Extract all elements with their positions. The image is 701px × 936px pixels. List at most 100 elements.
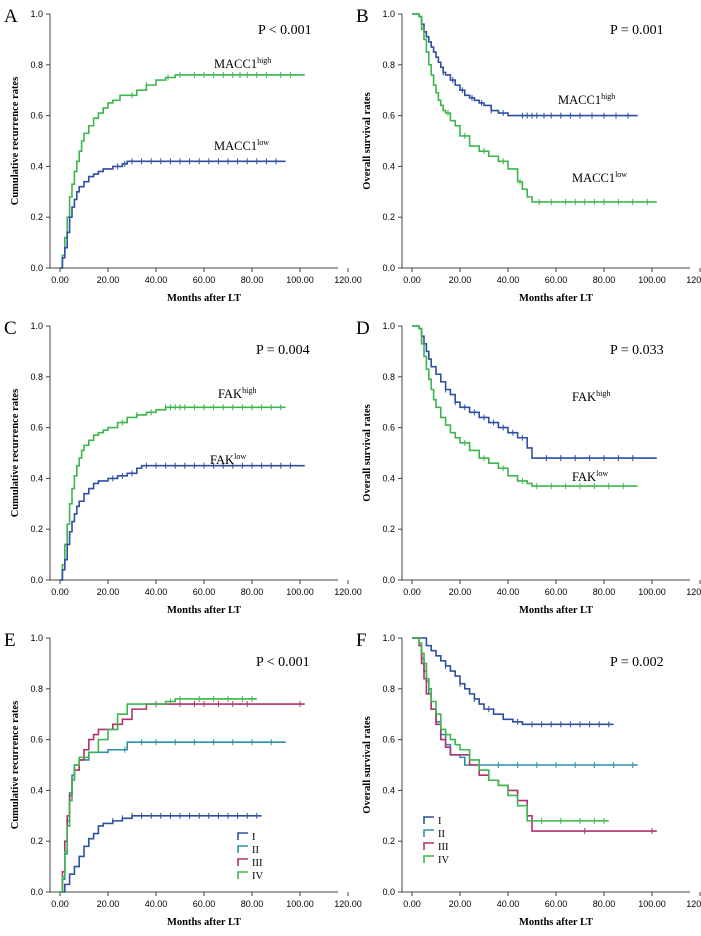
x-tick-label: 20.00: [449, 587, 472, 597]
p-value: P < 0.001: [256, 655, 310, 670]
x-tick-label: 120.00: [334, 275, 362, 285]
x-tick-label: 80.00: [593, 275, 616, 285]
y-axis-label: Overall survival rates: [362, 92, 373, 189]
series-line-fak-high: [60, 406, 286, 581]
y-tick-label: 0.6: [30, 423, 43, 433]
series-label-name: FAK: [210, 453, 234, 467]
panel-a: A 0.0 0.2 0.4 0.6 0.8 1.0 0.00 20.00 40.00 60.00 80…: [0, 0, 362, 312]
panel-e: E 0.0 0.2 0.4 0.6 0.8 1.0 0.00 20.00 40.00 60.00 80…: [0, 624, 362, 936]
panel-letter: D: [356, 318, 370, 339]
x-tick-label: 20.00: [97, 587, 120, 597]
series-label: FAKlow: [572, 469, 608, 484]
x-tick-label: 120.00: [686, 587, 701, 597]
panel-letter: B: [356, 6, 369, 27]
legend-swatch: [237, 832, 248, 840]
series-label-sup: low: [615, 170, 627, 179]
series-label: MACC1low: [572, 170, 627, 185]
x-tick-label: 80.00: [241, 275, 264, 285]
x-axis-label: Months after LT: [167, 293, 241, 304]
x-tick-label: 80.00: [593, 899, 616, 909]
series-label-sup: high: [601, 92, 615, 101]
legend-label: III: [438, 842, 449, 853]
series-line-iii: [412, 637, 657, 832]
x-tick-label: 60.00: [545, 899, 568, 909]
p-value: P = 0.004: [256, 343, 310, 358]
legend-label: IV: [438, 855, 449, 866]
x-tick-label: 100.00: [638, 587, 666, 597]
y-tick-label: 0.0: [382, 263, 395, 273]
series-label-name: FAK: [218, 387, 242, 401]
p-value: P = 0.033: [610, 343, 664, 358]
panel-c: C 0.0 0.2 0.4 0.6 0.8 1.0 0.00 20.00 40.00 60.00 80…: [0, 312, 362, 624]
y-tick-label: 0.0: [30, 575, 43, 585]
y-tick-label: 0.4: [30, 161, 43, 171]
series-line-ii: [60, 741, 286, 893]
series-label-name: FAK: [572, 470, 596, 484]
x-tick-label: 0.00: [51, 899, 69, 909]
series-label-sup: high: [257, 56, 271, 65]
x-tick-label: 120.00: [686, 275, 701, 285]
y-tick-label: 0.2: [30, 836, 43, 846]
y-tick-label: 0.2: [382, 524, 395, 534]
x-tick-label: 80.00: [593, 587, 616, 597]
y-tick-label: 0.8: [382, 60, 395, 70]
y-tick-label: 0.8: [30, 684, 43, 694]
series-label-name: FAK: [572, 390, 596, 404]
x-tick-label: 60.00: [193, 587, 216, 597]
chart-c: C 0.0 0.2 0.4 0.6 0.8 1.0 0.00 20.00 40.00 60.00 80…: [4, 318, 362, 616]
series-line-i: [412, 637, 614, 726]
x-tick-label: 100.00: [286, 899, 314, 909]
series-line-macc1-low: [60, 160, 286, 269]
y-axis-label: Cumulative recurrence rates: [10, 701, 21, 830]
y-tick-label: 1.0: [30, 633, 43, 643]
y-tick-label: 0.0: [382, 575, 395, 585]
x-tick-label: 40.00: [497, 275, 520, 285]
x-tick-label: 120.00: [334, 899, 362, 909]
y-tick-label: 0.0: [382, 887, 395, 897]
x-tick-label: 80.00: [241, 899, 264, 909]
x-tick-label: 60.00: [545, 587, 568, 597]
legend-label: II: [252, 845, 259, 856]
x-tick-label: 40.00: [497, 587, 520, 597]
panel-d: D 0.0 0.2 0.4 0.6 0.8 1.0 0.00 20.00 40.00 60.00 80…: [352, 312, 701, 624]
y-tick-label: 0.0: [30, 263, 43, 273]
y-tick-label: 0.6: [30, 735, 43, 745]
y-tick-label: 0.4: [30, 785, 43, 795]
y-tick-label: 1.0: [382, 9, 395, 19]
legend-label: IV: [252, 871, 263, 882]
y-tick-label: 0.4: [30, 473, 43, 483]
series-line-i: [60, 815, 262, 893]
x-tick-label: 0.00: [403, 899, 421, 909]
x-axis-label: Months after LT: [519, 293, 593, 304]
series-label-sup: low: [257, 138, 269, 147]
series-label-name: MACC1: [214, 139, 257, 153]
y-tick-label: 0.8: [382, 684, 395, 694]
x-tick-label: 40.00: [145, 899, 168, 909]
series-label: FAKhigh: [218, 386, 256, 401]
p-value: P = 0.002: [610, 655, 664, 670]
y-tick-label: 0.2: [30, 212, 43, 222]
x-tick-label: 0.00: [403, 275, 421, 285]
y-tick-label: 0.6: [382, 111, 395, 121]
x-tick-label: 0.00: [51, 275, 69, 285]
series-line-iii: [60, 703, 305, 893]
x-tick-label: 80.00: [241, 587, 264, 597]
x-tick-label: 120.00: [334, 587, 362, 597]
legend-swatch: [237, 871, 248, 879]
y-tick-label: 1.0: [382, 633, 395, 643]
y-tick-label: 0.8: [30, 60, 43, 70]
y-tick-label: 0.6: [382, 423, 395, 433]
series-label-sup: low: [596, 469, 608, 478]
chart-d: D 0.0 0.2 0.4 0.6 0.8 1.0 0.00 20.00 40.00 60.00 80…: [356, 318, 701, 616]
legend-swatch: [237, 845, 248, 853]
y-axis-label: Overall survival rates: [362, 716, 373, 813]
x-tick-label: 40.00: [145, 587, 168, 597]
p-value: P = 0.001: [610, 23, 664, 38]
x-tick-label: 120.00: [686, 899, 701, 909]
panel-b: B 0.0 0.2 0.4 0.6 0.8 1.0 0.00 20.00 40.00 60.00 80…: [352, 0, 701, 312]
x-tick-label: 20.00: [449, 275, 472, 285]
legend-swatch: [423, 855, 434, 863]
x-tick-label: 40.00: [497, 899, 520, 909]
chart-a: A 0.0 0.2 0.4 0.6 0.8 1.0 0.00 20.00 40.00 60.00 80…: [4, 6, 362, 304]
x-tick-label: 100.00: [286, 275, 314, 285]
